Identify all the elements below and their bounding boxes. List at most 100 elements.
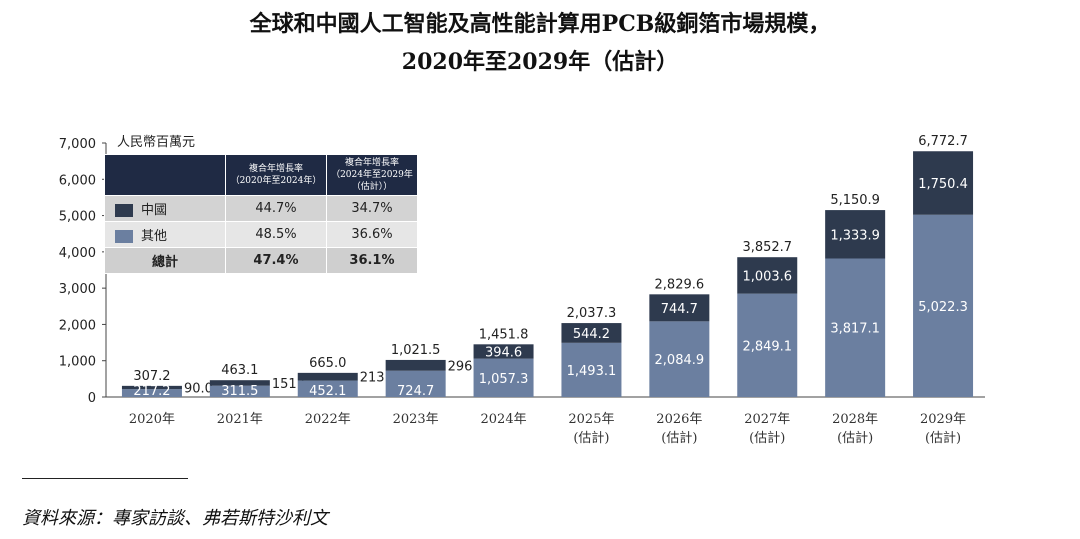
bar-other — [297, 380, 358, 397]
data-label-total: 5,150.9 — [830, 193, 880, 208]
data-label-other: 311.5 — [221, 384, 258, 399]
x-tick-label: 2025年 — [568, 412, 614, 427]
y-tick-label: 1,000 — [59, 355, 96, 370]
stacked-bar-chart: 0 1,000 2,000 3,000 4,000 5,000 6,000 7,000 人民幣百… — [59, 134, 985, 446]
y-tick-label: 7,000 — [59, 137, 96, 152]
x-tick-label: 2024年 — [481, 412, 527, 427]
bar-other — [913, 214, 974, 397]
cagr-other-2020-2024: 48.5% — [225, 221, 327, 248]
china-swatch-icon — [115, 204, 133, 217]
x-tick-label: 2020年 — [129, 412, 175, 427]
bar-other — [649, 321, 710, 397]
bar-china — [561, 323, 622, 343]
bar-other — [825, 258, 886, 397]
bar-china — [913, 151, 974, 215]
x-tick-label: 2029年 — [920, 412, 966, 427]
bar-other — [121, 389, 182, 397]
data-label-total: 1,451.8 — [479, 327, 529, 342]
x-tick-label: 2021年 — [217, 412, 263, 427]
data-label-china: 544.2 — [573, 327, 610, 342]
data-label-total: 2,037.3 — [567, 306, 617, 321]
cagr-total-2024-2029: 36.1% — [325, 247, 419, 274]
data-label-china: 1,750.4 — [918, 177, 968, 192]
cagr-table: 複合年增長率 （2020年至2024年） 複合年增長率 （2024年至2029年… — [104, 154, 419, 274]
table-header-cagr-2020-2024: 複合年增長率 （2020年至2024年） — [225, 154, 327, 196]
data-label-total: 463.1 — [221, 363, 258, 378]
data-label-total: 6,772.7 — [918, 134, 968, 149]
header-line: 複合年增長率 — [344, 158, 399, 168]
data-label-china: 1,333.9 — [830, 228, 880, 243]
bar-other — [385, 370, 446, 397]
table-row-total: 總計 47.4% 36.1% — [104, 247, 419, 274]
data-label-other: 1,493.1 — [567, 364, 617, 379]
data-label-china: 394.6 — [485, 345, 522, 360]
header-line: （2024年至2029年 — [331, 170, 413, 180]
bar-china — [737, 257, 798, 294]
x-tick-sublabel: (估計) — [573, 430, 609, 446]
data-label-total: 307.2 — [133, 369, 170, 384]
bar-other — [737, 293, 798, 397]
table-row-other: 其他 48.5% 36.6% — [104, 221, 419, 248]
x-tick-label: 2028年 — [832, 412, 878, 427]
chart-subtitle: 2020年至2029年（估計） — [401, 49, 679, 75]
legend-other: 其他 — [104, 221, 226, 248]
data-label-other: 5,022.3 — [918, 300, 968, 315]
y-tick-label: 6,000 — [59, 173, 96, 188]
cagr-china-2020-2024: 44.7% — [225, 195, 327, 222]
cagr-total-2020-2024: 47.4% — [225, 247, 327, 274]
table-row-china: 中國 44.7% 34.7% — [104, 195, 419, 222]
legend-china: 中國 — [104, 195, 226, 222]
other-swatch-icon — [115, 230, 133, 243]
x-tick-sublabel: (估計) — [925, 430, 961, 446]
y-tick-label: 0 — [88, 391, 96, 406]
data-label-other: 2,849.1 — [742, 339, 792, 354]
bar-other — [473, 358, 534, 397]
data-label-total: 3,852.7 — [742, 240, 792, 255]
x-tick-sublabel: (估計) — [837, 430, 873, 446]
chart-title: 全球和中國人工智能及高性能計算用PCB級銅箔市場規模， — [249, 11, 831, 37]
header-line: 複合年增長率 — [248, 164, 303, 174]
bar-other — [209, 385, 270, 397]
data-label-other: 1,057.3 — [479, 372, 529, 387]
x-tick-sublabel: (估計) — [661, 430, 697, 446]
cagr-other-2024-2029: 36.6% — [325, 221, 419, 248]
data-label-china: 90.0 — [184, 381, 213, 396]
x-tick-label: 2023年 — [393, 412, 439, 427]
header-line: （估計）） — [351, 182, 393, 192]
bar-china — [297, 372, 358, 381]
data-label-other: 2,084.9 — [655, 353, 705, 368]
x-tick-label: 2027年 — [744, 412, 790, 427]
header-line: （2020年至2024年） — [230, 176, 322, 186]
y-tick-label: 4,000 — [59, 246, 96, 261]
source-divider — [22, 478, 188, 479]
bar-china — [121, 385, 182, 390]
data-label-other: 3,817.1 — [830, 322, 880, 337]
bar-china — [649, 294, 710, 322]
data-label-other: 724.7 — [397, 384, 434, 399]
bar-china — [385, 359, 446, 371]
x-tick-label: 2022年 — [305, 412, 351, 427]
table-header-cagr-2024-2029: 複合年增長率 （2024年至2029年 （估計）） — [325, 154, 419, 196]
legend-label-china: 中國 — [141, 203, 168, 218]
cagr-china-2024-2029: 34.7% — [325, 195, 419, 222]
source-note: 資料來源：專家訪談、弗若斯特沙利文 — [22, 508, 328, 529]
legend-label-other: 其他 — [141, 229, 168, 244]
x-tick-sublabel: (估計) — [749, 430, 785, 446]
y-tick-label: 5,000 — [59, 210, 96, 225]
y-tick-label: 2,000 — [59, 318, 96, 333]
data-label-total: 1,021.5 — [391, 343, 441, 358]
bar-china — [473, 344, 534, 359]
data-label-other: 452.1 — [309, 384, 346, 399]
x-tick-label: 2026年 — [656, 412, 702, 427]
data-label-china: 744.7 — [661, 302, 698, 317]
unit-label: 人民幣百萬元 — [117, 135, 195, 150]
bar-other — [561, 342, 622, 397]
bar-china — [825, 210, 886, 259]
y-tick-label: 3,000 — [59, 282, 96, 297]
data-label-total: 665.0 — [309, 356, 346, 371]
bar-china — [209, 380, 270, 386]
data-label-china: 1,003.6 — [742, 269, 792, 284]
data-label-other: 217.2 — [133, 384, 170, 399]
data-label-total: 2,829.6 — [655, 277, 705, 292]
table-header-blank — [104, 154, 226, 196]
